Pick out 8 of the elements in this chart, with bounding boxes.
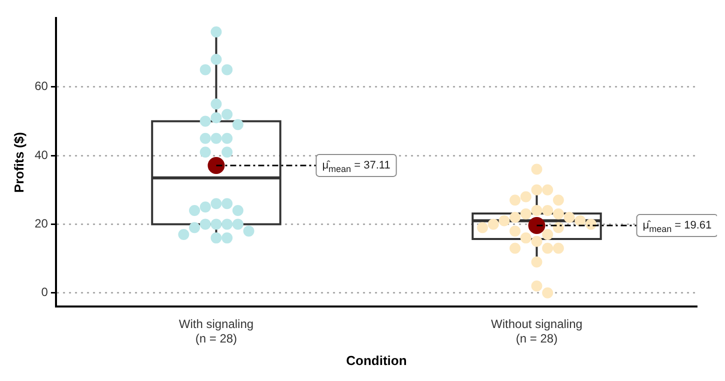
x-axis-title: Condition [346, 352, 407, 368]
x-tick-label: With signaling (n = 28) [178, 317, 254, 346]
y-axis-title: Profits ($) [11, 132, 26, 193]
y-tick-label: 60 [34, 79, 48, 94]
x-tick-label: Without signaling (n = 28) [491, 317, 582, 346]
y-tick-label: 40 [34, 148, 48, 162]
y-tick-label: 0 [41, 285, 48, 300]
y-tick-label: 20 [34, 216, 48, 231]
